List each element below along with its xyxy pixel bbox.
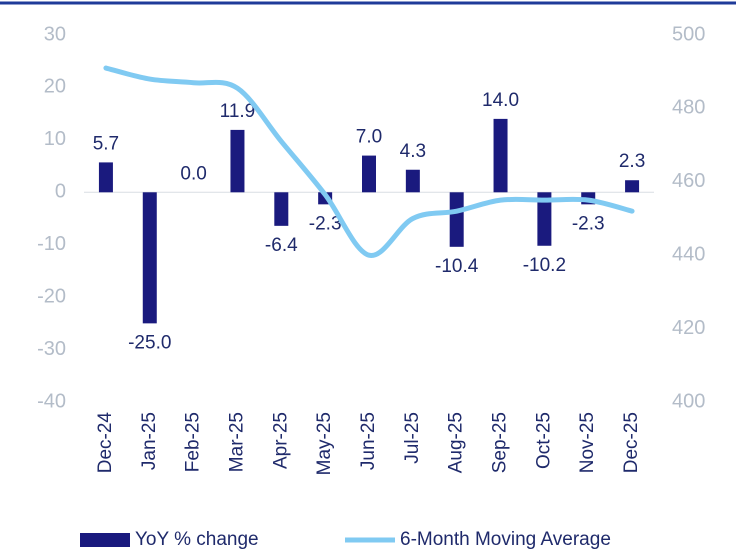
x-tick-label: Sep-25 xyxy=(490,412,511,473)
legend-label: YoY % change xyxy=(135,529,259,550)
y-tick-label: -30 xyxy=(37,338,66,360)
data-label: -2.3 xyxy=(309,213,342,234)
data-label: 5.7 xyxy=(93,133,119,154)
y-tick-label: -10 xyxy=(37,233,66,255)
data-label: -25.0 xyxy=(128,332,171,353)
data-label: 0.0 xyxy=(180,163,206,184)
moving-average-line xyxy=(103,65,635,258)
y2-tick-label: 480 xyxy=(672,97,705,119)
x-tick-label: Feb-25 xyxy=(183,412,204,472)
x-tick-label: Jun-25 xyxy=(358,412,379,470)
y-tick-label: -20 xyxy=(37,285,66,307)
bar xyxy=(449,192,464,247)
x-tick-label: Nov-25 xyxy=(577,412,598,473)
y-tick-label: 30 xyxy=(44,23,66,45)
x-tick-label: Jan-25 xyxy=(139,412,160,470)
data-label: -2.3 xyxy=(572,213,605,234)
x-tick-label: Jul-25 xyxy=(402,412,423,464)
data-label: -10.4 xyxy=(435,256,479,277)
y2-tick-label: 460 xyxy=(672,170,705,192)
data-label: -10.2 xyxy=(523,255,566,276)
x-tick-label: Dec-24 xyxy=(95,412,116,474)
bar xyxy=(98,162,113,193)
bar xyxy=(362,155,376,193)
data-label: 7.0 xyxy=(356,127,382,148)
y2-tick-label: 500 xyxy=(672,23,705,45)
bar xyxy=(625,180,640,193)
data-label: -6.4 xyxy=(265,235,298,256)
legend-swatch xyxy=(80,533,130,547)
x-tick-label: Mar-25 xyxy=(226,412,247,472)
y2-tick-label: 400 xyxy=(672,390,705,412)
bar xyxy=(142,192,157,324)
bar xyxy=(230,129,245,193)
y-tick-label: 0 xyxy=(55,181,66,203)
y-tick-label: 10 xyxy=(44,128,66,150)
bar xyxy=(274,192,289,226)
data-label: 14.0 xyxy=(482,90,519,111)
y-tick-label: -40 xyxy=(37,390,66,412)
x-tick-label: Aug-25 xyxy=(446,412,467,473)
y2-tick-label: 420 xyxy=(672,317,705,339)
data-label: 4.3 xyxy=(400,141,426,162)
legend-label: 6-Month Moving Average xyxy=(400,529,611,550)
data-label: 11.9 xyxy=(220,101,256,122)
bar xyxy=(493,118,508,193)
y-tick-label: 20 xyxy=(44,76,66,98)
x-tick-label: Dec-25 xyxy=(621,412,642,473)
bar xyxy=(405,169,420,193)
x-tick-label: May-25 xyxy=(314,412,335,475)
x-tick-label: Apr-25 xyxy=(270,412,291,469)
data-label: 2.3 xyxy=(619,151,645,172)
y2-tick-label: 440 xyxy=(672,243,705,265)
x-tick-label: Oct-25 xyxy=(533,412,554,469)
bar xyxy=(537,192,552,246)
